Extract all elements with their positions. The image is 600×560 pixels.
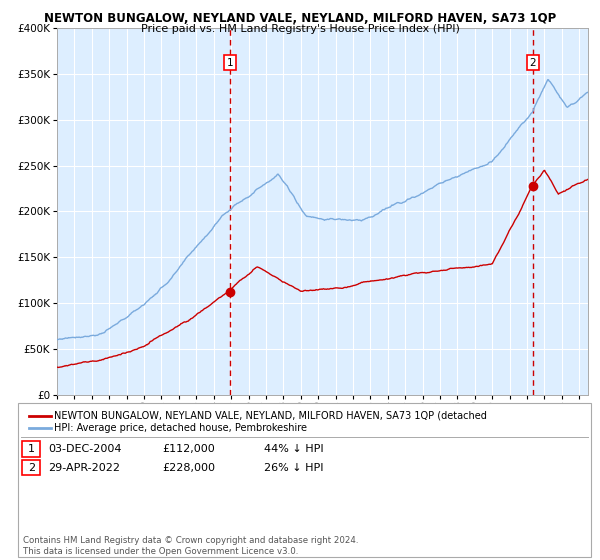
- Text: 2: 2: [28, 463, 35, 473]
- Text: Price paid vs. HM Land Registry's House Price Index (HPI): Price paid vs. HM Land Registry's House …: [140, 24, 460, 34]
- Text: 29-APR-2022: 29-APR-2022: [48, 463, 120, 473]
- Text: 1: 1: [28, 444, 35, 454]
- Text: HPI: Average price, detached house, Pembrokeshire: HPI: Average price, detached house, Pemb…: [54, 423, 307, 433]
- Text: 44% ↓ HPI: 44% ↓ HPI: [264, 444, 323, 454]
- Text: 26% ↓ HPI: 26% ↓ HPI: [264, 463, 323, 473]
- Text: NEWTON BUNGALOW, NEYLAND VALE, NEYLAND, MILFORD HAVEN, SA73 1QP (detached: NEWTON BUNGALOW, NEYLAND VALE, NEYLAND, …: [54, 410, 487, 421]
- Text: 1: 1: [226, 58, 233, 68]
- Text: Contains HM Land Registry data © Crown copyright and database right 2024.
This d: Contains HM Land Registry data © Crown c…: [23, 536, 358, 556]
- Text: 03-DEC-2004: 03-DEC-2004: [48, 444, 121, 454]
- Text: 2: 2: [529, 58, 536, 68]
- Text: £112,000: £112,000: [162, 444, 215, 454]
- Text: £228,000: £228,000: [162, 463, 215, 473]
- Text: NEWTON BUNGALOW, NEYLAND VALE, NEYLAND, MILFORD HAVEN, SA73 1QP: NEWTON BUNGALOW, NEYLAND VALE, NEYLAND, …: [44, 12, 556, 25]
